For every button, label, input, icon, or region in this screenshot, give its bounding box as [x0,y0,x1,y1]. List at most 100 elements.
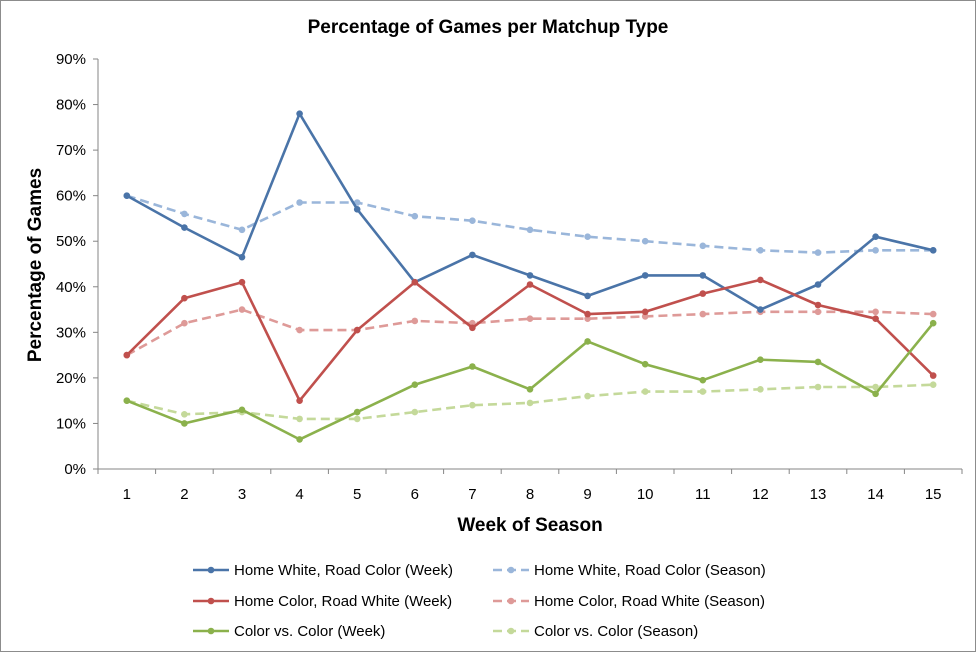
data-point [469,401,476,409]
data-point [238,306,246,313]
series-line [125,278,935,403]
data-point [181,411,188,418]
data-point [584,338,591,345]
data-point [814,358,822,366]
legend-item: Home White, Road Color (Week) [193,562,453,579]
data-point [296,415,303,423]
data-point [699,388,707,395]
data-point [526,281,534,288]
data-point [699,272,707,279]
plot-area [123,110,937,443]
data-point [872,247,879,254]
x-tick-label: 1 [123,486,131,503]
data-point [353,408,361,416]
legend-label: Home Color, Road White (Week) [234,593,452,610]
y-axis-title: Percentage of Games [25,168,46,362]
data-point [469,324,476,332]
series-line [126,112,934,311]
x-tick-label: 5 [353,486,361,503]
legend-swatch-marker [207,566,215,574]
data-point [641,308,649,316]
data-point [123,397,131,404]
data-point [353,326,361,334]
data-point [757,247,764,254]
legend-item: Color vs. Color (Season) [493,623,698,640]
x-tick-label: 3 [238,486,246,503]
x-tick-label: 2 [180,486,188,503]
legend-swatch-marker [507,597,515,605]
legend-label: Color vs. Color (Season) [534,623,698,640]
data-point [353,415,361,423]
data-point [584,315,591,322]
data-point [123,192,131,199]
data-point [238,226,246,234]
data-point [641,313,649,320]
data-point [641,272,649,279]
data-point [814,383,822,391]
x-axis-title: Week of Season [457,515,602,536]
y-tick-label: 10% [56,415,86,432]
data-point [641,388,649,395]
series-line [126,308,934,357]
legend-label: Home White, Road Color (Season) [534,562,766,579]
series-line [126,194,934,254]
y-tick-label: 0% [64,461,86,478]
data-point [929,310,937,318]
data-point [526,399,534,407]
y-tick-label: 30% [56,324,86,341]
legend-item: Home Color, Road White (Season) [493,593,765,610]
data-point [181,210,188,218]
data-point [411,317,419,325]
data-point [757,385,764,393]
legend-swatch-marker [207,627,215,635]
data-point [411,408,419,416]
legend-label: Home White, Road Color (Week) [234,562,453,579]
x-tick-label: 12 [752,486,769,503]
x-tick-label: 14 [867,486,884,503]
data-point [929,381,937,389]
data-point [238,253,246,261]
data-point [929,247,937,254]
data-point [699,310,707,318]
axes: 0%10%20%30%40%50%60%70%80%90%1 2 3 4 5 6 7 8 9 10… [56,51,963,503]
data-point [584,392,591,400]
data-point [296,199,303,206]
data-point [181,319,188,327]
data-point [411,278,419,286]
data-point [641,360,649,368]
data-point [872,233,879,240]
legend-swatch-marker [507,566,515,574]
x-tick-label: 7 [468,486,476,503]
legend-label: Home Color, Road White (Season) [534,593,765,610]
x-tick-label: 4 [295,486,303,503]
data-point [181,420,188,427]
data-point [814,281,822,288]
data-point [296,397,303,404]
data-point [411,381,419,389]
data-point [296,436,303,443]
data-point [929,372,937,379]
y-tick-label: 50% [56,233,86,250]
data-point [526,226,534,234]
data-point [814,308,822,316]
data-point [353,206,361,213]
data-point [641,237,649,245]
data-point [872,308,879,316]
data-point [411,212,419,220]
x-tick-label: 8 [526,486,534,503]
data-point [584,292,591,300]
data-point [872,315,879,322]
x-tick-label: 13 [810,486,827,503]
data-point [526,385,534,393]
data-point [814,301,822,309]
data-point [526,315,534,322]
y-tick-label: 70% [56,142,86,159]
chart-title: Percentage of Games per Matchup Type [308,17,669,38]
data-point [814,249,822,256]
data-point [699,242,707,250]
x-tick-label: 6 [411,486,419,503]
data-point [584,233,591,240]
data-point [872,383,879,391]
